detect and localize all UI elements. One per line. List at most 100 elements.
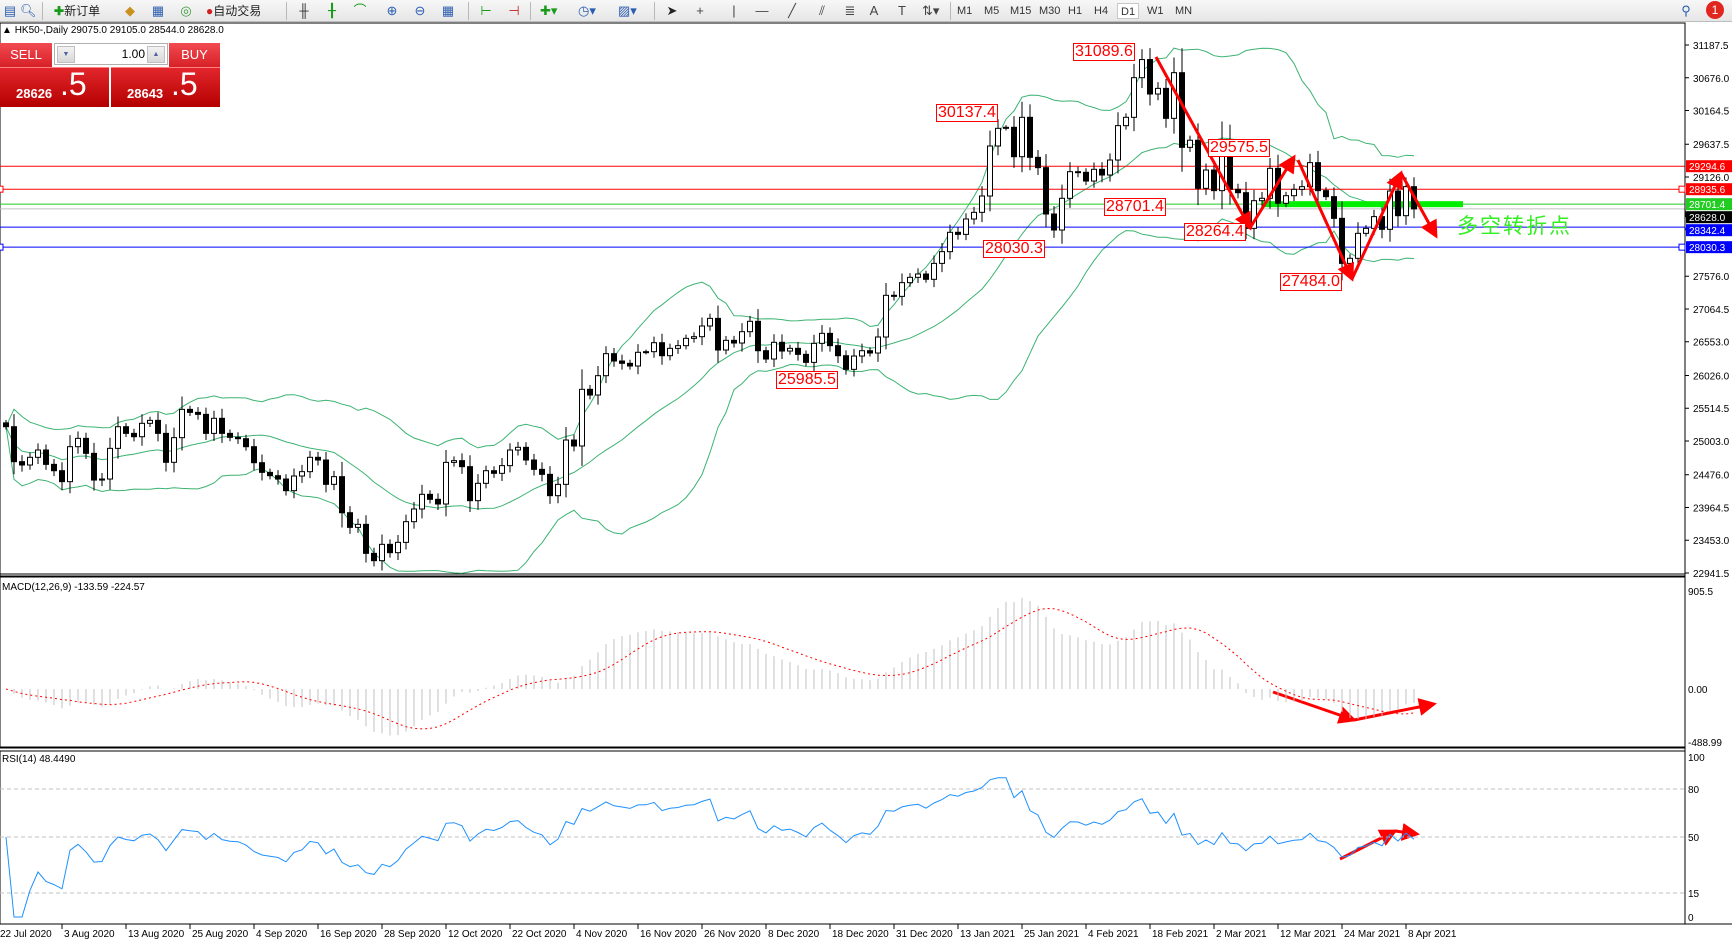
price-label-annotation[interactable]: 27484.0 — [1280, 273, 1342, 291]
market-watch-icon[interactable]: ◆ — [125, 3, 135, 18]
candlestick-icon[interactable]: ╂ — [328, 3, 336, 18]
candle-bullish — [1291, 188, 1297, 197]
candle-bearish — [795, 347, 801, 355]
one-click-trading-panel: SELL ▼ 1.00 ▲ BUY 28626 .5 28643 .5 — [0, 43, 220, 107]
candle-bullish — [883, 294, 889, 338]
timeframe-m15[interactable]: M15 — [1010, 5, 1032, 17]
line-chart-icon[interactable]: ⌒ — [353, 3, 367, 18]
arrows-icon[interactable]: ⇅▾ — [922, 3, 940, 18]
fibonacci-icon[interactable]: ≣ — [844, 3, 856, 18]
notifications-icon[interactable]: 1 — [1706, 1, 1724, 19]
candle-bullish — [875, 336, 881, 354]
bar-chart-icon[interactable]: ╫ — [299, 3, 309, 18]
level-price-tag: 28030.3 — [1689, 243, 1726, 254]
signal-icon[interactable]: ◎ — [180, 3, 192, 18]
zoom-out-icon[interactable]: ⊖ — [414, 3, 426, 18]
candle-bearish — [339, 476, 345, 514]
candle-bullish — [723, 339, 729, 351]
zoom-chart-icon[interactable]: 🔍︎ — [20, 3, 37, 18]
tile-windows-icon[interactable]: ▦ — [441, 3, 455, 18]
bollinger-upper-band — [5, 47, 1415, 449]
level-price-tag: 28935.6 — [1689, 185, 1726, 196]
trendline-icon[interactable]: ╱ — [788, 3, 796, 18]
high-value: 29105.0 — [109, 25, 146, 36]
timeframe-h4[interactable]: H4 — [1094, 5, 1109, 17]
chart-shift-icon[interactable]: ⊢ — [480, 3, 492, 18]
candle-bearish — [835, 345, 841, 357]
timeframe-m30[interactable]: M30 — [1039, 5, 1061, 17]
text-label-icon[interactable]: T — [898, 3, 906, 18]
price-tick-label: 29126.0 — [1693, 173, 1730, 184]
trend-arrow — [1399, 172, 1438, 239]
timeframe-m5[interactable]: M5 — [984, 5, 1000, 17]
time-tick-label: 8 Dec 2020 — [768, 929, 820, 940]
level-price-tag-bg — [1686, 224, 1732, 237]
buy-button[interactable]: BUY — [169, 43, 220, 67]
price-label-annotation[interactable]: 31089.6 — [1073, 43, 1135, 61]
candle-bearish — [619, 360, 625, 364]
trend-arrow — [1350, 170, 1403, 280]
candle-bearish — [163, 432, 169, 463]
crosshair-icon[interactable]: + — [696, 3, 704, 18]
price-label-annotation[interactable]: 30137.4 — [936, 104, 998, 122]
search-icon[interactable]: ⚲ — [1681, 3, 1691, 18]
sell-button[interactable]: SELL — [0, 43, 52, 67]
price-tick-label: 25514.5 — [1693, 404, 1730, 415]
trend-arrow — [1154, 56, 1252, 231]
main-pane — [0, 22, 1686, 577]
candle-bullish — [995, 127, 1001, 147]
candle-bullish — [1139, 59, 1145, 79]
new-chart-icon[interactable]: ▤ — [3, 3, 17, 18]
candle-bullish — [1003, 126, 1009, 129]
indicators-icon[interactable]: ✚▾ — [540, 3, 558, 18]
collapse-icon[interactable]: ▲ — [2, 25, 12, 36]
volume-decrease-button[interactable]: ▼ — [57, 46, 75, 63]
candle-bullish — [67, 446, 73, 483]
volume-increase-button[interactable]: ▲ — [147, 46, 165, 63]
timeframe-h1[interactable]: H1 — [1068, 5, 1083, 17]
navigator-icon[interactable]: ▦ — [151, 3, 165, 18]
timeframe-m1[interactable]: M1 — [957, 5, 973, 17]
price-label-annotation[interactable]: 28030.3 — [983, 240, 1045, 258]
candle-bullish — [307, 456, 313, 473]
price-label-annotation[interactable]: 28264.4 — [1184, 223, 1246, 241]
periods-icon[interactable]: ◷▾ — [578, 3, 596, 18]
equidistant-channel-icon[interactable]: ⫽ — [819, 3, 825, 18]
cursor-icon[interactable]: ➤ — [666, 3, 678, 18]
candle-bearish — [731, 339, 737, 344]
price-label-annotation[interactable]: 29575.5 — [1208, 139, 1270, 157]
candle-bearish — [195, 411, 201, 415]
price-label-annotation[interactable]: 28701.4 — [1104, 198, 1166, 216]
timeframe-d1[interactable]: D1 — [1117, 3, 1140, 19]
candle-bearish — [251, 446, 257, 464]
candle-bearish — [1011, 126, 1017, 158]
reversal-point-note[interactable]: 多空转折点 — [1457, 215, 1572, 238]
candle-bullish — [1067, 171, 1073, 199]
timeframe-mn[interactable]: MN — [1175, 5, 1193, 17]
candle-bearish — [467, 466, 473, 502]
candle-bullish — [1131, 77, 1137, 118]
vertical-line-icon[interactable]: | — [732, 3, 736, 18]
timeframe-w1[interactable]: W1 — [1147, 5, 1164, 17]
text-icon[interactable]: A — [869, 3, 879, 18]
zoom-in-icon[interactable]: ⊕ — [386, 3, 398, 18]
candle-bearish — [51, 463, 57, 472]
candle-bullish — [859, 350, 865, 357]
level-handle — [0, 243, 4, 251]
new-order-button[interactable]: ✚新订单 — [54, 2, 100, 20]
volume-value[interactable]: 1.00 — [121, 47, 145, 61]
volume-field[interactable]: ▼ 1.00 ▲ — [54, 43, 168, 65]
close-value: 28628.0 — [187, 25, 224, 36]
auto-scroll-icon[interactable]: ⊣ — [508, 3, 520, 18]
candle-bearish — [43, 449, 49, 465]
auto-trading-button[interactable]: ●自动交易 — [206, 2, 261, 20]
ask-price-button[interactable]: 28643 .5 — [111, 66, 220, 107]
horizontal-line-icon[interactable]: — — [755, 3, 769, 18]
rsi-label: RSI(14) 48.4490 — [2, 754, 76, 765]
bid-price-button[interactable]: 28626 .5 — [0, 66, 109, 107]
bollinger-lower-band — [5, 218, 1415, 574]
templates-icon[interactable]: ▨▾ — [618, 3, 637, 18]
time-tick-label: 13 Aug 2020 — [128, 929, 185, 940]
price-label-annotation[interactable]: 25985.5 — [776, 371, 838, 389]
